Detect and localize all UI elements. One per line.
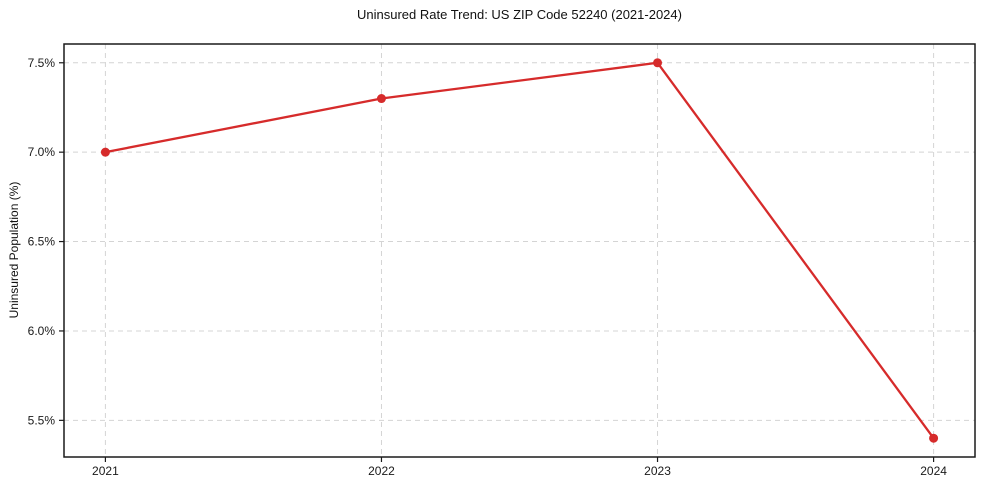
data-point-2021	[100, 147, 110, 157]
x-tick-label: 2022	[368, 464, 395, 478]
y-tick-label: 6.5%	[28, 235, 56, 249]
data-point-2022	[376, 94, 386, 104]
data-point-2024	[929, 433, 939, 443]
x-tick-label: 2024	[920, 464, 947, 478]
y-tick-label: 7.5%	[28, 56, 56, 70]
chart-title: Uninsured Rate Trend: US ZIP Code 52240 …	[357, 7, 682, 22]
x-tick-label: 2023	[644, 464, 671, 478]
y-axis-label: Uninsured Population (%)	[7, 181, 21, 319]
y-tick-label: 6.0%	[28, 324, 56, 338]
x-tick-label: 2021	[92, 464, 119, 478]
data-point-2023	[653, 58, 663, 68]
trend-line	[104, 61, 935, 440]
y-tick-label: 5.5%	[28, 413, 56, 427]
axes-frame	[63, 43, 976, 458]
y-tick-label: 7.0%	[28, 145, 56, 159]
